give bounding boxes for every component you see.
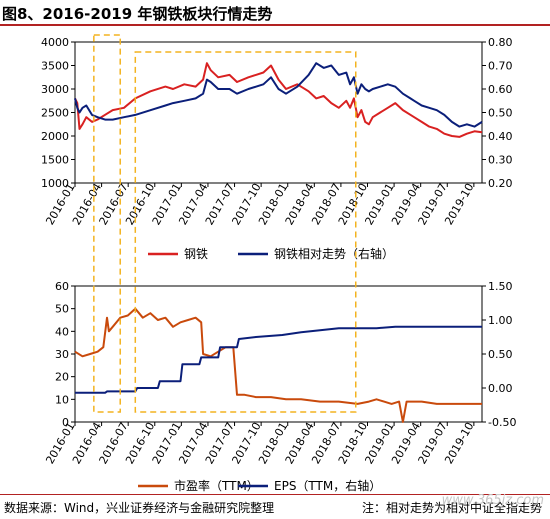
y-right-tick-label: -0.50 bbox=[488, 416, 516, 429]
y-right-tick-label: 0.50 bbox=[488, 348, 513, 361]
y-right-tick-label: 0.50 bbox=[488, 107, 513, 120]
y-left-tick-label: 40 bbox=[55, 325, 69, 338]
legend-label: 市盈率（TTM） bbox=[174, 478, 259, 493]
y-left-tick-label: 1000 bbox=[41, 177, 69, 190]
legend-label: EPS（TTM，右轴） bbox=[274, 478, 381, 493]
legend-label: 钢铁 bbox=[184, 247, 208, 261]
y-left-tick-label: 2000 bbox=[41, 130, 69, 143]
watermark-text: www.365jz.com bbox=[441, 493, 544, 508]
page-title: 图8、2016-2019 年钢铁板块行情走势 bbox=[2, 5, 273, 23]
y-left-tick-label: 10 bbox=[55, 393, 69, 406]
y-right-tick-label: 0.80 bbox=[488, 36, 513, 49]
y-left-tick-label: 4000 bbox=[41, 36, 69, 49]
y-right-tick-label: 0.60 bbox=[488, 83, 513, 96]
y-left-tick-label: 30 bbox=[55, 348, 69, 361]
y-left-tick-label: 0 bbox=[62, 416, 69, 429]
series-line-steel-index bbox=[74, 62, 483, 138]
y-right-tick-label: 0.70 bbox=[488, 60, 513, 73]
title-underline bbox=[0, 24, 550, 26]
series-line-eps-ttm bbox=[75, 325, 482, 394]
y-right-tick-label: 0.20 bbox=[488, 177, 513, 190]
y-right-tick-label: 0.00 bbox=[488, 382, 513, 395]
y-left-tick-label: 3000 bbox=[41, 83, 69, 96]
y-right-tick-label: 0.30 bbox=[488, 154, 513, 167]
y-left-tick-label: 50 bbox=[55, 303, 69, 316]
plot-frame-0 bbox=[74, 41, 483, 184]
footer-rule bbox=[0, 494, 550, 495]
y-left-tick-label: 1500 bbox=[41, 154, 69, 167]
y-left-tick-label: 2500 bbox=[41, 107, 69, 120]
y-left-tick-label: 60 bbox=[55, 280, 69, 293]
highlight-box-1 bbox=[134, 51, 357, 413]
note-text: 注：相对走势为相对中证全指走势 bbox=[361, 501, 542, 515]
legend-label: 钢铁相对走势（右轴） bbox=[274, 246, 394, 261]
y-right-tick-label: 0.40 bbox=[488, 130, 513, 143]
highlight-box-0 bbox=[93, 34, 121, 413]
y-left-tick-label: 20 bbox=[55, 371, 69, 384]
y-right-tick-label: 1.50 bbox=[488, 280, 513, 293]
y-left-tick-label: 3500 bbox=[41, 60, 69, 73]
series-line-pe-ttm bbox=[74, 307, 482, 423]
y-right-tick-label: 1.00 bbox=[488, 314, 513, 327]
data-source-text: 数据来源：Wind，兴业证券经济与金融研究院整理 bbox=[4, 501, 275, 515]
series-line-steel-relative bbox=[74, 62, 483, 128]
